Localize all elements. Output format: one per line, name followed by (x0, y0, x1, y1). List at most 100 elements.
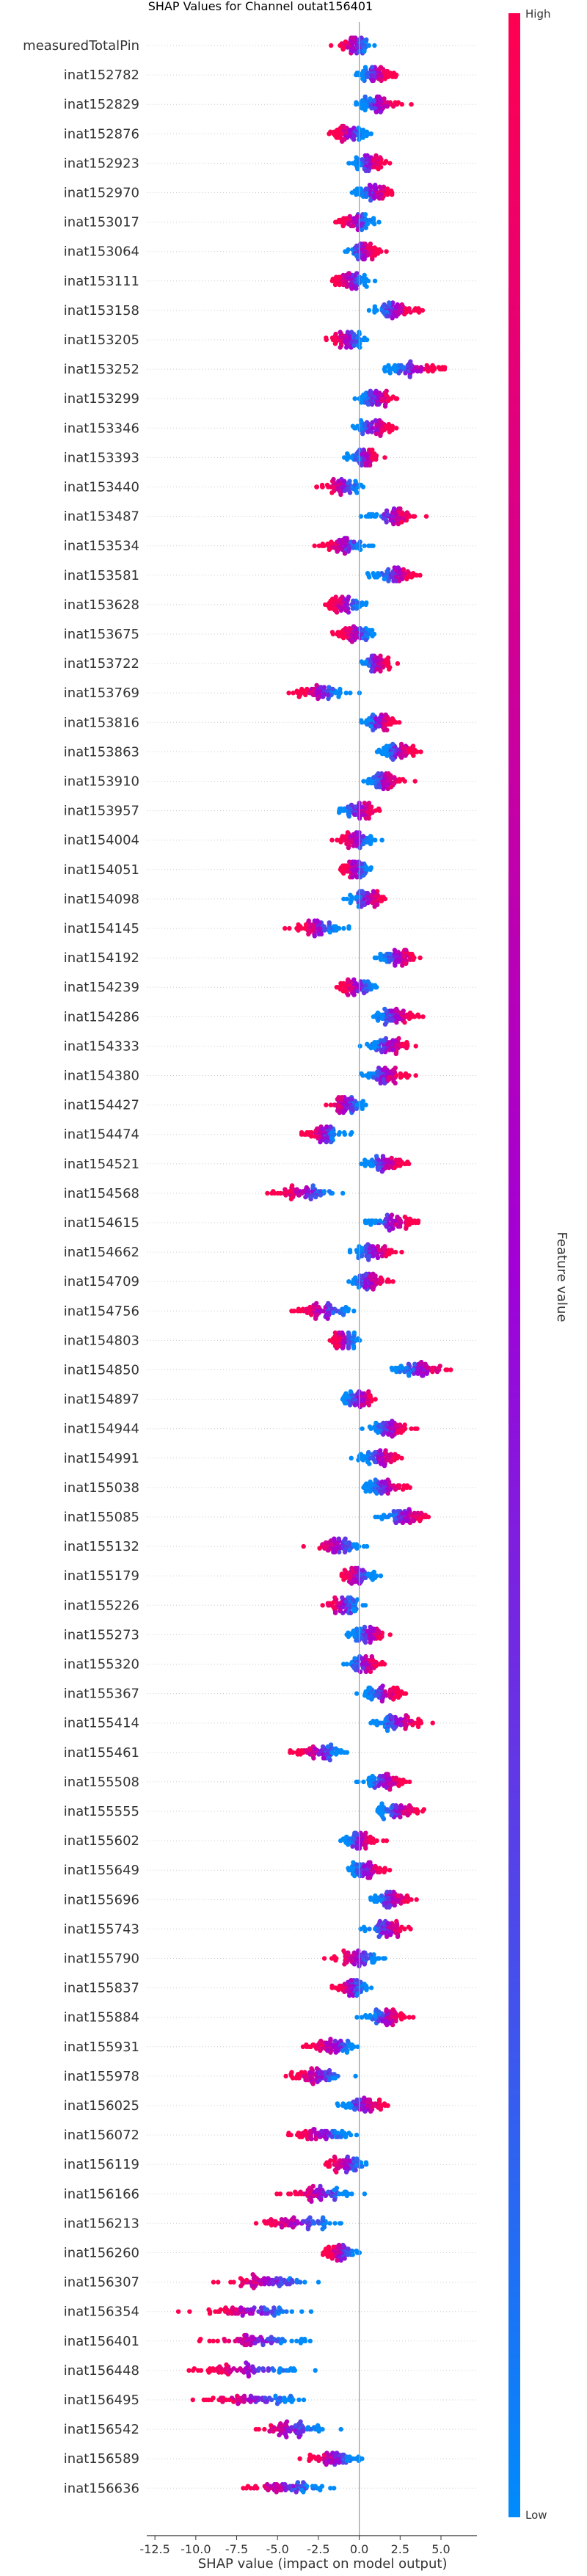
shap-point (365, 840, 371, 845)
shap-point (352, 1579, 357, 1584)
shap-point (329, 692, 334, 697)
shap-point (351, 545, 356, 550)
shap-point (310, 2081, 316, 2086)
shap-point (336, 479, 341, 484)
shap-point (367, 776, 373, 782)
shap-point (321, 1189, 327, 1194)
shap-point (343, 608, 349, 613)
shap-point (388, 1459, 394, 1465)
shap-point (398, 1717, 404, 1722)
shap-point (379, 837, 384, 843)
shap-point (333, 219, 338, 225)
feature-row: inat155461 (64, 1742, 477, 1763)
shap-point (342, 550, 348, 556)
shap-point (381, 1432, 386, 1437)
shap-point (316, 2042, 321, 2048)
shap-point (379, 1169, 384, 1174)
shap-point (314, 2066, 320, 2071)
shap-point (374, 308, 379, 313)
shap-point (368, 1640, 373, 1645)
shap-point (382, 404, 388, 409)
shap-point (343, 1598, 349, 1604)
shap-point (371, 1569, 376, 1575)
shap-point (384, 1934, 390, 1939)
shap-point (364, 600, 369, 605)
shap-point (346, 1096, 351, 1102)
shap-point (396, 304, 401, 309)
shap-point (364, 37, 369, 43)
feature-row: inat152876 (64, 123, 477, 144)
shap-point (346, 481, 351, 486)
shap-point (366, 1071, 371, 1077)
shap-point (380, 304, 386, 309)
shap-point (411, 2015, 416, 2020)
shap-point (381, 516, 386, 521)
shap-point (378, 65, 384, 70)
shap-point (398, 1928, 403, 1934)
feature-label: inat155038 (64, 1480, 139, 1496)
shap-point (316, 1752, 321, 1757)
shap-point (384, 1157, 389, 1163)
shap-point (376, 1934, 382, 1939)
shap-point (366, 1685, 371, 1690)
shap-point (346, 977, 351, 983)
shap-point (370, 1163, 376, 1168)
shap-point (342, 137, 347, 142)
feature-label: inat153299 (64, 391, 139, 407)
feature-label: inat155602 (64, 1833, 139, 1849)
shap-point (341, 1948, 346, 1954)
shap-point (354, 192, 359, 197)
shap-point (399, 1455, 404, 1461)
shap-point (338, 630, 343, 635)
feature-row: inat153534 (64, 536, 477, 556)
shap-point (393, 1487, 398, 1492)
shap-point (387, 1077, 392, 1082)
feature-label: inat154568 (64, 1186, 139, 1201)
shap-point (366, 308, 372, 313)
shap-point (396, 371, 401, 376)
shap-point (316, 543, 322, 548)
shap-point (350, 1844, 355, 1849)
shap-point (350, 1281, 355, 1287)
feature-row: inat155696 (64, 1889, 477, 1910)
shap-point (355, 255, 360, 260)
shap-point (385, 1921, 391, 1926)
shap-point (368, 1488, 373, 1494)
shap-point (378, 1636, 383, 1641)
shap-point (357, 539, 362, 545)
shap-point (344, 284, 349, 289)
shap-point (430, 1365, 435, 1371)
shap-point (357, 1273, 362, 1278)
shap-point (364, 1483, 369, 1488)
shap-point (404, 1045, 409, 1051)
shap-point (371, 543, 376, 548)
shap-point (366, 1402, 372, 1408)
shap-point (332, 1536, 337, 1541)
shap-point (369, 1697, 374, 1702)
shap-point (387, 1693, 393, 1698)
shap-point (371, 1636, 377, 1641)
shap-point (328, 1742, 334, 1747)
shap-point (361, 873, 366, 878)
shap-point (360, 889, 365, 894)
feature-row: inat153393 (64, 447, 477, 467)
feature-row: inat153440 (64, 476, 477, 498)
feature-label: inat156025 (64, 2098, 139, 2114)
shap-point (360, 600, 365, 605)
shap-point (326, 696, 331, 702)
shap-point (348, 691, 353, 696)
shap-point (332, 341, 338, 346)
shap-point (387, 1689, 393, 1695)
shap-point (373, 431, 379, 437)
shap-point (370, 627, 375, 633)
shap-point (340, 1312, 346, 1317)
shap-point (391, 70, 396, 76)
shap-point (340, 1604, 346, 1610)
shap-point (360, 135, 365, 140)
shap-point (379, 1893, 384, 1899)
shap-point (346, 1630, 351, 1635)
shap-point (345, 330, 351, 335)
shap-point (369, 106, 374, 111)
shap-point (368, 1455, 373, 1461)
shap-point (387, 371, 393, 376)
